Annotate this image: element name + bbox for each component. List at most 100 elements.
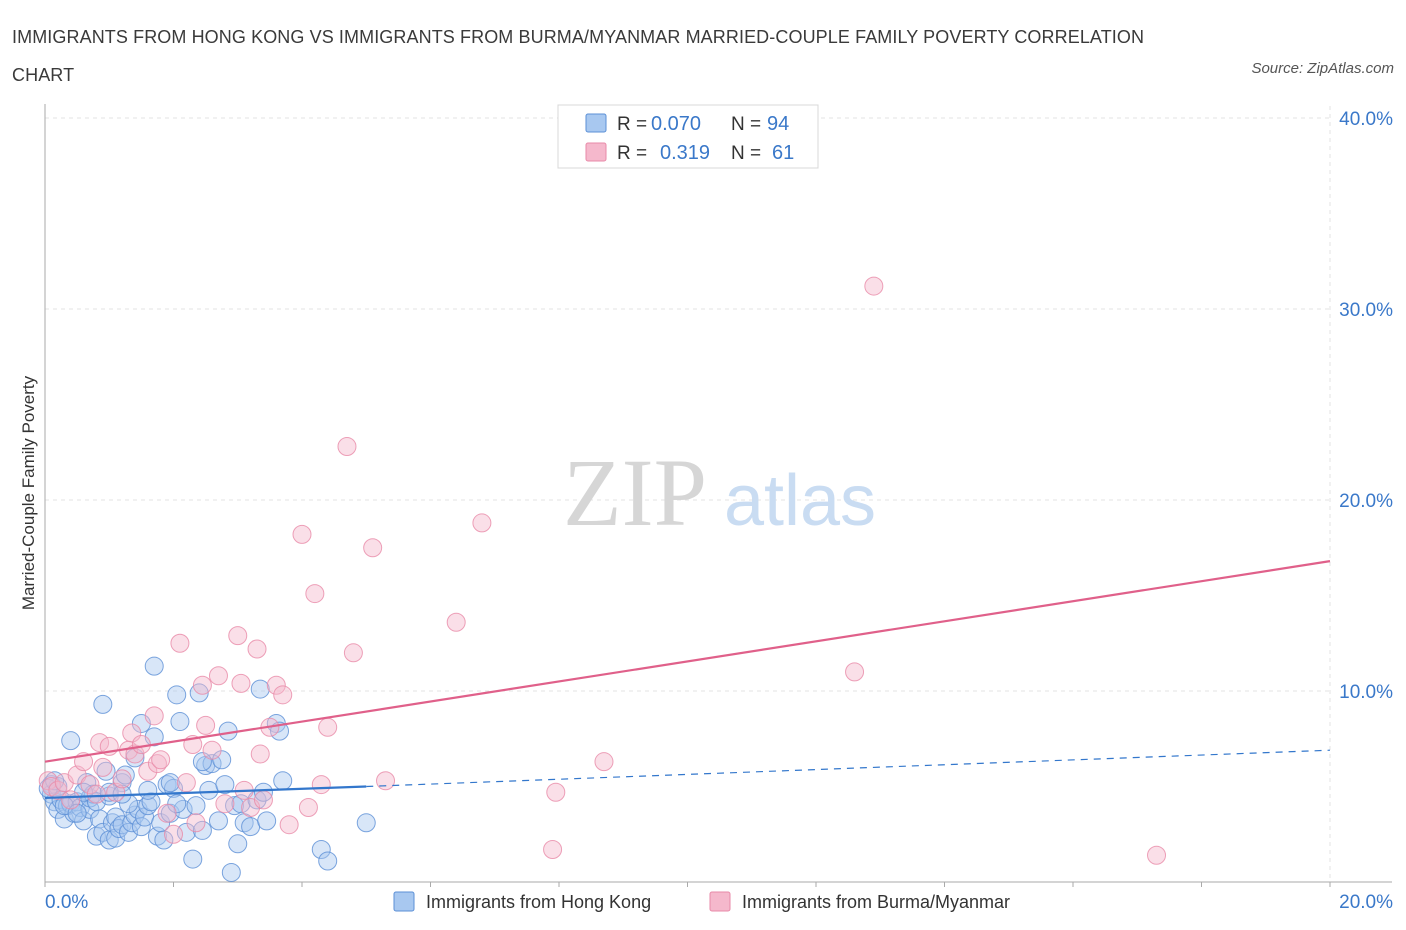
point-burma — [231, 673, 251, 693]
point-hong-kong — [61, 731, 81, 751]
point-burma — [48, 780, 68, 800]
point-hong-kong — [170, 712, 190, 732]
x-tick-label: 20.0% — [1339, 892, 1393, 913]
point-hong-kong — [160, 773, 180, 793]
point-burma — [298, 798, 318, 818]
point-hong-kong — [93, 694, 113, 714]
point-burma — [253, 790, 273, 810]
point-hong-kong — [167, 794, 187, 814]
point-burma — [376, 771, 396, 791]
stats-n-label-hong-kong: N = — [731, 114, 761, 135]
point-burma — [93, 757, 113, 777]
axes — [44, 104, 1392, 887]
point-hong-kong — [112, 815, 132, 835]
y-tick-label: 30.0% — [1339, 300, 1393, 321]
point-burma — [279, 815, 299, 835]
point-hong-kong — [208, 811, 228, 831]
point-hong-kong — [225, 796, 245, 816]
stats-r-label-hong-kong: R = — [617, 114, 647, 135]
legend-swatch-burma — [709, 891, 731, 912]
point-hong-kong — [212, 750, 232, 770]
point-burma — [202, 740, 222, 760]
point-burma — [363, 538, 383, 558]
point-burma — [343, 643, 363, 663]
point-burma — [266, 675, 286, 695]
point-burma — [86, 784, 106, 804]
point-burma — [864, 276, 884, 296]
point-hong-kong — [138, 796, 158, 816]
y-axis-label: Married-Couple Family Poverty — [19, 375, 38, 610]
stats-legend: R = 0.070 N = 94 R = 0.319 N = 61 — [557, 104, 819, 169]
point-burma — [131, 734, 151, 754]
point-hong-kong — [183, 849, 203, 869]
point-hong-kong — [74, 811, 94, 831]
point-burma — [61, 790, 81, 810]
point-hong-kong — [93, 822, 113, 842]
point-hong-kong — [125, 805, 145, 825]
point-burma — [170, 633, 190, 653]
point-hong-kong — [199, 780, 219, 800]
point-hong-kong — [154, 830, 174, 850]
point-hong-kong — [215, 775, 235, 795]
point-burma — [186, 813, 206, 833]
source-label: Source: ZipAtlas.com — [1251, 60, 1394, 77]
point-burma — [273, 685, 293, 705]
point-hong-kong — [96, 761, 116, 781]
y-tick-label: 10.0% — [1339, 682, 1393, 703]
point-burma — [305, 584, 325, 604]
point-hong-kong — [311, 840, 331, 860]
point-hong-kong — [356, 813, 376, 833]
point-burma — [164, 824, 183, 844]
legend-label-hong-kong: Immigrants from Hong Kong — [426, 892, 651, 912]
point-burma — [80, 775, 100, 795]
point-burma — [546, 782, 566, 802]
point-burma — [318, 717, 338, 737]
point-hong-kong — [257, 811, 277, 831]
point-hong-kong — [186, 796, 206, 816]
legend-label-burma: Immigrants from Burma/Myanmar — [742, 892, 1010, 912]
series-hong-kong-points — [38, 656, 376, 882]
point-hong-kong — [250, 679, 270, 699]
point-burma — [250, 744, 270, 764]
point-burma — [144, 706, 164, 726]
trend-line-hong-kong — [44, 785, 367, 800]
point-burma — [138, 761, 158, 781]
point-burma — [147, 754, 167, 774]
watermark-atlas: atlas — [724, 461, 876, 541]
stats-swatch-hong-kong — [585, 113, 607, 133]
point-burma — [311, 775, 331, 795]
point-burma — [594, 752, 614, 772]
stats-n-value-hong-kong: 94 — [767, 113, 789, 135]
point-burma — [208, 666, 228, 686]
point-burma — [292, 524, 312, 544]
point-hong-kong — [221, 862, 241, 882]
point-hong-kong — [189, 683, 209, 703]
point-burma — [1147, 845, 1167, 865]
point-burma — [845, 662, 865, 682]
point-burma — [112, 769, 132, 789]
point-hong-kong — [109, 819, 129, 839]
stats-r-value-hong-kong: 0.070 — [651, 113, 701, 135]
y-tick-label: 20.0% — [1339, 491, 1393, 512]
point-burma — [196, 715, 216, 735]
trend-line-hong-kong-extrapolated — [366, 749, 1331, 788]
point-burma — [38, 771, 58, 791]
point-hong-kong — [167, 685, 187, 705]
tick-labels: 10.0% 20.0% 30.0% 40.0% 0.0% 20.0% — [45, 109, 1393, 913]
point-burma — [543, 840, 563, 860]
point-hong-kong — [273, 771, 293, 791]
point-burma — [247, 639, 267, 659]
point-hong-kong — [241, 817, 261, 837]
point-burma — [472, 513, 492, 533]
point-hong-kong — [253, 782, 273, 802]
stats-n-label-burma: N = — [731, 143, 761, 164]
watermark: ZIP atlas — [563, 439, 876, 546]
stats-r-value-burma: 0.319 — [660, 142, 710, 164]
point-hong-kong — [228, 834, 248, 854]
point-burma — [228, 626, 248, 646]
point-burma — [192, 675, 212, 695]
chart-title: IMMIGRANTS FROM HONG KONG VS IMMIGRANTS … — [12, 27, 1145, 85]
y-tick-label: 40.0% — [1339, 109, 1393, 130]
point-hong-kong — [138, 780, 158, 800]
